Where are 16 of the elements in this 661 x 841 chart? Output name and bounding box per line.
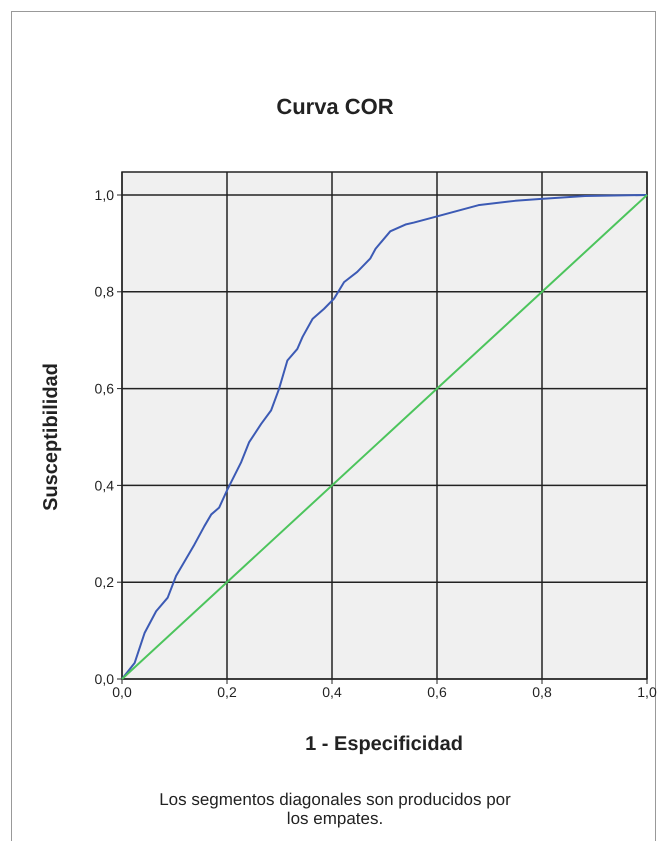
x-tick-label: 0,4 (322, 684, 342, 700)
chart-title: Curva COR (276, 94, 394, 119)
y-tick-label: 0,0 (94, 670, 114, 687)
text: Los segmentos diagonales son producidos por los empates. (159, 790, 512, 828)
y-tick-label: 1,0 (94, 186, 114, 203)
x-tick-label: 0,2 (217, 684, 237, 700)
y-tick-label: 0,6 (94, 380, 114, 396)
y-tick-label: 0,8 (94, 284, 114, 300)
x-tick-label: 0,6 (427, 684, 447, 700)
x-tick-label: 0,0 (112, 684, 132, 700)
x-tick-label: 0,8 (532, 684, 552, 700)
x-tick-label: 1,0 (637, 684, 657, 700)
y-tick-label: 0,2 (94, 574, 114, 590)
y-axis-title: Susceptibilidad (40, 363, 62, 511)
y-tick-label: 0,4 (94, 477, 114, 494)
x-axis-title: 1 - Especificidad (305, 733, 463, 755)
